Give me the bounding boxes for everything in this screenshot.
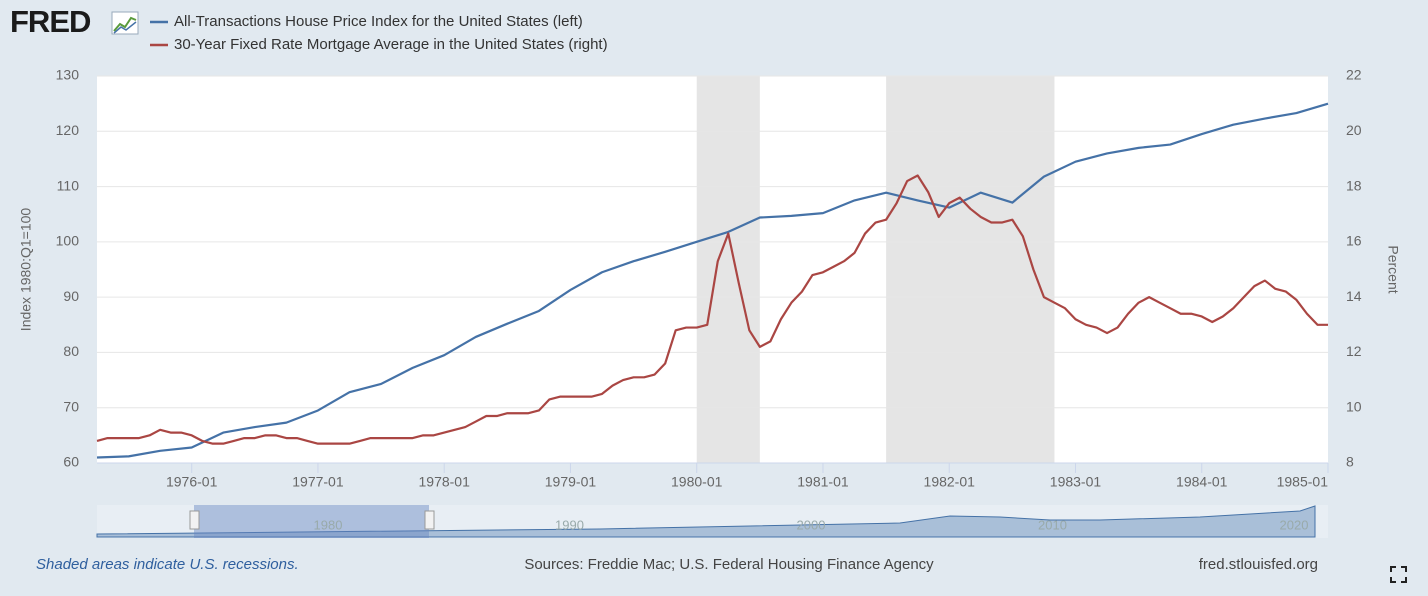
fullscreen-button[interactable] xyxy=(1390,566,1407,583)
navigator-handle[interactable] xyxy=(189,510,200,530)
navigator-label: 2020 xyxy=(1280,517,1309,532)
site: fred.stlouisfed.org xyxy=(1199,556,1318,573)
y2-tick-label: 10 xyxy=(1346,398,1362,414)
x-tick-label: 1982-01 xyxy=(924,474,976,490)
x-tick-label: 1984-01 xyxy=(1176,474,1228,490)
navigator-label: 2000 xyxy=(797,517,826,532)
navigator xyxy=(96,505,1328,538)
y2-tick-label: 8 xyxy=(1346,454,1354,470)
y-tick-label: 100 xyxy=(56,233,80,249)
y-tick-label: 80 xyxy=(63,343,79,359)
recession-band xyxy=(696,76,760,463)
y-tick-label: 70 xyxy=(63,398,79,414)
series-line xyxy=(96,174,1328,445)
x-tick-label: 1978-01 xyxy=(419,474,471,490)
x-tick-label: 1983-01 xyxy=(1050,474,1102,490)
x-tick-label: 1976-01 xyxy=(166,474,218,490)
y2-tick-label: 22 xyxy=(1346,67,1362,83)
y2-tick-label: 14 xyxy=(1346,288,1362,304)
legend-entry: All-Transactions House Price Index for t… xyxy=(174,13,583,30)
y2-tick-label: 18 xyxy=(1346,177,1362,193)
logo-icon xyxy=(111,11,139,35)
navigator-label: 1990 xyxy=(555,517,584,532)
y-axis-label: Index 1980:Q1=100 xyxy=(18,208,34,332)
x-tick-label: 1980-01 xyxy=(671,474,723,490)
y2-tick-label: 16 xyxy=(1346,233,1362,249)
y-tick-label: 120 xyxy=(56,122,80,138)
x-tick-label: 1977-01 xyxy=(292,474,344,490)
y-tick-label: 90 xyxy=(63,288,79,304)
navigator-handle[interactable] xyxy=(424,510,435,530)
y-tick-label: 110 xyxy=(57,177,80,193)
series-line xyxy=(96,102,1329,459)
x-tick-label: 1979-01 xyxy=(545,474,597,490)
recession-note: Shaded areas indicate U.S. recessions. xyxy=(36,556,299,573)
y2-axis-label: Percent xyxy=(1385,245,1401,293)
y2-tick-label: 12 xyxy=(1346,343,1362,359)
y-tick-label: 130 xyxy=(56,67,80,83)
x-tick-label: 1985-01 xyxy=(1277,474,1329,490)
logo: FRED xyxy=(10,4,91,39)
y-tick-label: 60 xyxy=(63,454,79,470)
y2-tick-label: 20 xyxy=(1346,122,1362,138)
x-tick-label: 1981-01 xyxy=(797,474,849,490)
navigator-window[interactable] xyxy=(194,505,429,538)
navigator-label: 1980 xyxy=(314,517,343,532)
source: Sources: Freddie Mac; U.S. Federal Housi… xyxy=(524,556,934,573)
recession-band xyxy=(886,76,1055,463)
navigator-label: 2010 xyxy=(1038,517,1067,532)
legend-entry: 30-Year Fixed Rate Mortgage Average in t… xyxy=(174,36,608,53)
navigator-area xyxy=(96,505,1316,538)
